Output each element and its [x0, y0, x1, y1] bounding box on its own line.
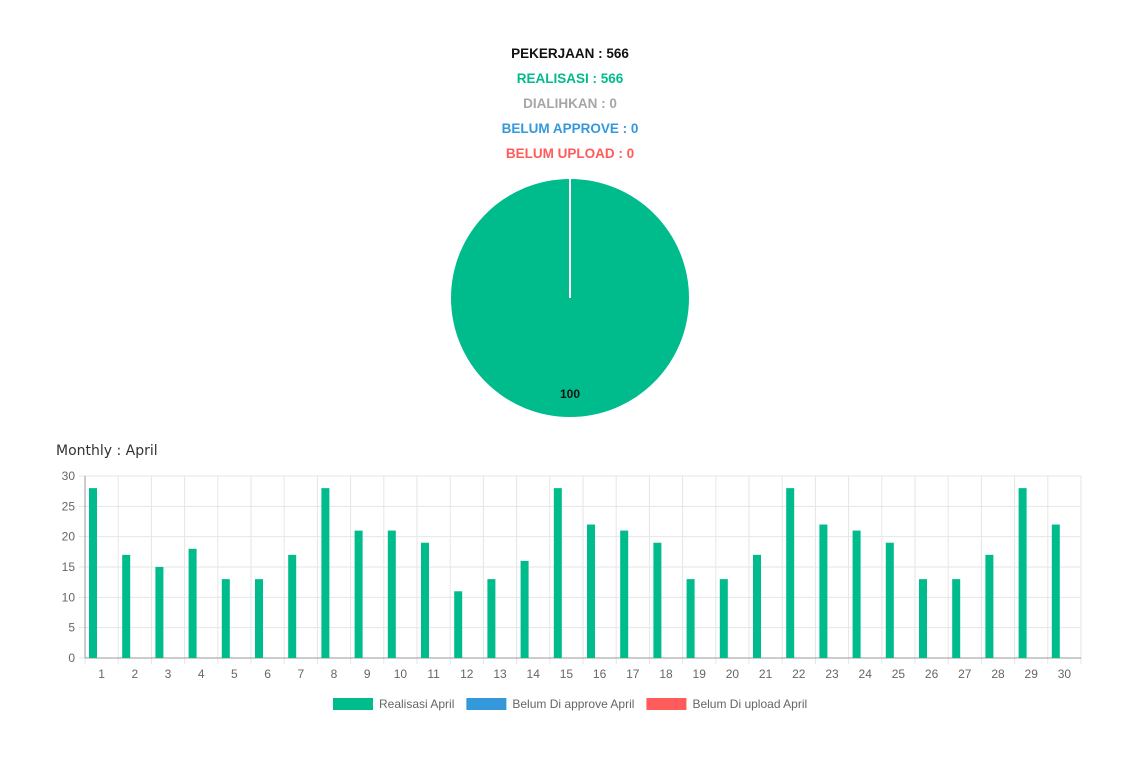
- pie-data-label: 100: [560, 387, 580, 401]
- bar-realisasi-28[interactable]: [985, 554, 994, 658]
- legend-item-approve[interactable]: Belum Di approve April: [466, 697, 634, 711]
- legend-label-realisasi: Realisasi April: [379, 697, 454, 711]
- bar-realisasi-12[interactable]: [454, 591, 463, 658]
- bar-realisasi-7[interactable]: [288, 554, 297, 658]
- x-tick-label: 23: [825, 667, 839, 681]
- legend-swatch-realisasi: [333, 698, 373, 710]
- legend-item-realisasi[interactable]: Realisasi April: [333, 697, 454, 711]
- legend-label-approve: Belum Di approve April: [512, 697, 634, 711]
- bar-realisasi-9[interactable]: [354, 530, 363, 658]
- x-tick-label: 18: [659, 667, 673, 681]
- pie-chart-container: 100: [440, 168, 700, 428]
- bar-realisasi-16[interactable]: [587, 524, 595, 658]
- stat-realisasi: REALISASI : 566: [516, 71, 624, 86]
- bar-realisasi-8[interactable]: [321, 488, 330, 658]
- bar-realisasi-4[interactable]: [188, 548, 197, 658]
- legend-label-upload: Belum Di upload April: [692, 697, 807, 711]
- bar-realisasi-6[interactable]: [255, 579, 263, 658]
- legend-swatch-upload: [646, 698, 687, 710]
- y-tick-label: 25: [62, 499, 76, 513]
- bar-realisasi-11[interactable]: [421, 542, 429, 658]
- x-tick-label: 22: [792, 667, 806, 681]
- x-tick-label: 3: [165, 667, 172, 681]
- x-tick-label: 9: [364, 667, 371, 681]
- bar-realisasi-10[interactable]: [387, 530, 396, 658]
- x-tick-label: 29: [1025, 667, 1039, 681]
- bar-realisasi-23[interactable]: [819, 524, 828, 658]
- bar-realisasi-13[interactable]: [487, 579, 496, 658]
- bar-realisasi-30[interactable]: [1051, 524, 1060, 658]
- bar-realisasi-3[interactable]: [155, 567, 164, 658]
- legend-item-upload[interactable]: Belum Di upload April: [646, 697, 807, 711]
- y-tick-label: 30: [62, 469, 76, 483]
- x-tick-label: 4: [198, 667, 205, 681]
- x-tick-label: 19: [693, 667, 707, 681]
- bar-realisasi-21[interactable]: [753, 554, 761, 658]
- bar-realisasi-17[interactable]: [620, 530, 629, 658]
- bar-realisasi-15[interactable]: [553, 488, 562, 658]
- summary-stats: PEKERJAAN : 566 REALISASI : 566 DIALIHKA…: [0, 41, 1140, 166]
- pie-chart: 100: [451, 179, 689, 417]
- bar-realisasi-20[interactable]: [719, 579, 728, 658]
- bar-realisasi-29[interactable]: [1018, 488, 1027, 658]
- x-tick-label: 1: [98, 667, 105, 681]
- bar-realisasi-22[interactable]: [786, 488, 795, 658]
- y-tick-label: 0: [68, 651, 75, 665]
- x-tick-label: 28: [991, 667, 1005, 681]
- x-tick-label: 12: [460, 667, 474, 681]
- bar-realisasi-14[interactable]: [520, 560, 529, 658]
- y-tick-label: 20: [62, 530, 76, 544]
- x-tick-label: 17: [626, 667, 640, 681]
- stat-belum-approve: BELUM APPROVE : 0: [501, 121, 639, 136]
- monthly-chart-title: Monthly : April: [56, 443, 158, 459]
- bar-realisasi-1[interactable]: [89, 488, 97, 658]
- x-tick-label: 16: [593, 667, 607, 681]
- y-tick-label: 15: [62, 560, 76, 574]
- x-tick-label: 30: [1058, 667, 1072, 681]
- x-tick-label: 15: [560, 667, 574, 681]
- x-tick-label: 24: [859, 667, 873, 681]
- y-tick-label: 5: [68, 621, 75, 635]
- x-tick-label: 8: [331, 667, 338, 681]
- x-tick-label: 26: [925, 667, 939, 681]
- x-tick-label: 5: [231, 667, 238, 681]
- x-tick-label: 14: [527, 667, 541, 681]
- stat-pekerjaan: PEKERJAAN : 566: [511, 46, 629, 61]
- bar-realisasi-18[interactable]: [653, 542, 662, 658]
- y-tick-label: 10: [62, 590, 76, 604]
- x-tick-label: 2: [131, 667, 138, 681]
- bar-chart-container: 0 5 10 15 20 25 30 1 2 3 4 5 6 7 8 9 10 11 12 13 14 15 16 17 18 1…: [0, 462, 1140, 722]
- stat-belum-upload: BELUM UPLOAD : 0: [505, 146, 635, 161]
- bar-realisasi-25[interactable]: [885, 542, 894, 658]
- bar-realisasi-27[interactable]: [952, 579, 961, 658]
- x-tick-label: 10: [394, 667, 408, 681]
- x-tick-label: 27: [958, 667, 972, 681]
- bar-realisasi-5[interactable]: [221, 579, 230, 658]
- x-tick-label: 11: [427, 667, 440, 681]
- stat-dialihkan: DIALIHKAN : 0: [523, 96, 617, 111]
- bar-realisasi-19[interactable]: [686, 579, 695, 658]
- x-tick-label: 20: [726, 667, 740, 681]
- bar-realisasi-2[interactable]: [122, 554, 131, 658]
- legend-swatch-approve: [466, 698, 507, 710]
- x-tick-label: 13: [493, 667, 507, 681]
- bar-realisasi-24[interactable]: [852, 530, 861, 658]
- x-tick-label: 21: [759, 667, 773, 681]
- x-tick-label: 25: [892, 667, 906, 681]
- bar-realisasi-26[interactable]: [919, 579, 927, 658]
- x-tick-label: 7: [297, 667, 304, 681]
- x-tick-label: 6: [264, 667, 271, 681]
